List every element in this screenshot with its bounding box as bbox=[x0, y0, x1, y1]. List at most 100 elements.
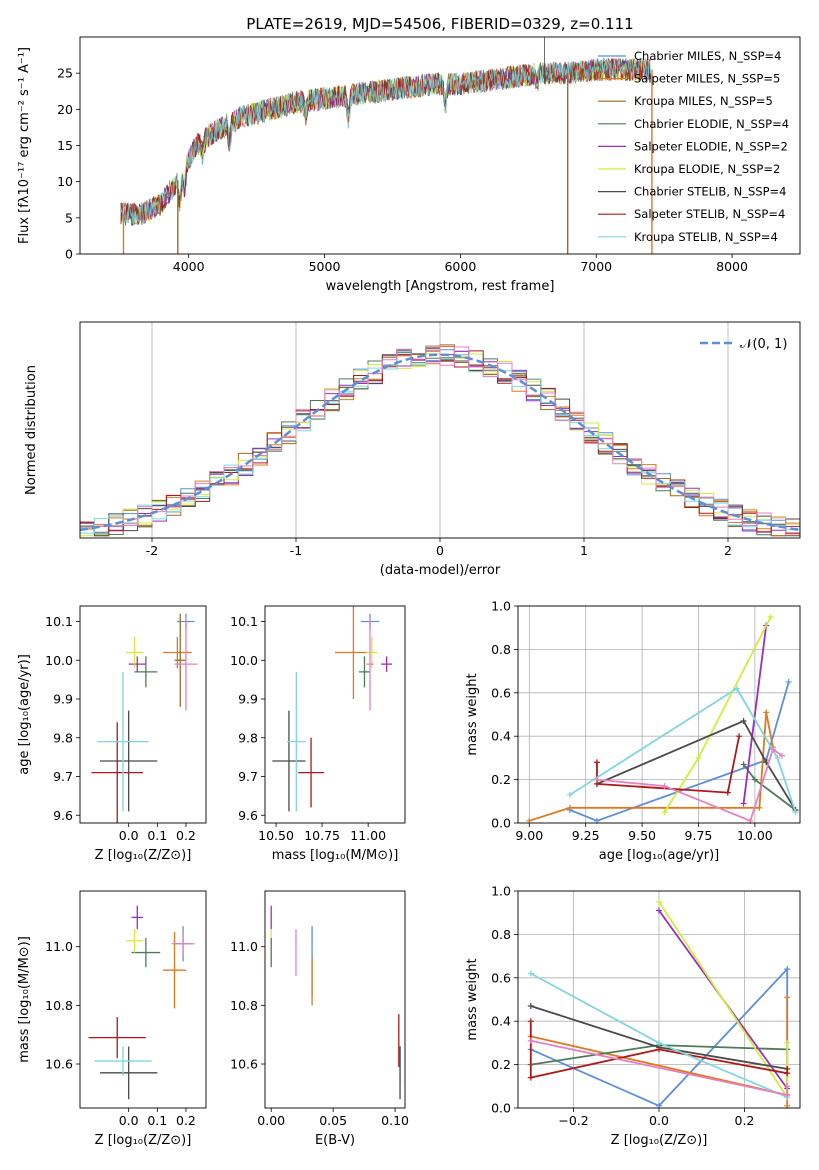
mass-weight-marker bbox=[593, 759, 600, 766]
y-tick-label: 0.6 bbox=[491, 970, 511, 985]
mass_vs_Z-panel: 0.0 0.1 0.2 10.6 10.8 11.0 Z [log₁₀(Z/Z⊙)] mass… bbox=[17, 890, 207, 1148]
y-tick-label: 0.2 bbox=[491, 772, 511, 787]
x-tick-label: 10.50 bbox=[258, 828, 294, 843]
mass-weight-line bbox=[569, 681, 790, 822]
weight_vs_Z-panel: −0.2 0.0 0.2 0.0 0.2 0.4 0.6 0.8 1.0 Z [log₁₀(Z/Z… bbox=[465, 884, 801, 1148]
errorbar-point bbox=[125, 637, 143, 668]
mass-weight-marker bbox=[785, 678, 792, 685]
axes-frame bbox=[79, 890, 207, 1109]
y-tick-label: 10.6 bbox=[45, 1057, 73, 1072]
errorbar-point bbox=[134, 656, 158, 688]
x-tick-label: 8000 bbox=[716, 259, 748, 274]
mass-weight-marker bbox=[792, 809, 799, 816]
x-tick-label: 0 bbox=[436, 543, 444, 558]
y-tick-label: 10.6 bbox=[230, 1057, 258, 1072]
mass-weight-marker bbox=[751, 776, 758, 783]
age_vs_Z-panel: 0.0 0.1 0.2 9.6 9.7 9.8 9.9 10.0 10.1 Z [log₁₀(Z/… bbox=[17, 605, 207, 863]
y-tick-label: 10.1 bbox=[230, 614, 258, 629]
x-tick-label: 9.50 bbox=[628, 828, 656, 843]
mass-weight-line bbox=[596, 736, 740, 794]
y-tick-label: 9.9 bbox=[238, 692, 258, 707]
spectrum-panel: 4000 5000 6000 7000 8000 0 5 10 15 20 25 wavelength… bbox=[17, 36, 801, 294]
x-tick-label: 0.10 bbox=[381, 1113, 409, 1128]
mass-weight-marker bbox=[656, 907, 662, 914]
mass-weight-marker bbox=[527, 970, 534, 977]
errorbar-point bbox=[366, 637, 378, 668]
y-tick-label: 0.8 bbox=[491, 927, 511, 942]
mass_vs_ebv-panel: 0.00 0.05 0.10 10.6 10.8 11.0 E(B-V) bbox=[230, 890, 409, 1148]
y-tick-label: 0.4 bbox=[491, 729, 511, 744]
y-axis-label: mass weight bbox=[465, 673, 480, 755]
legend-label: Chabrier ELODIE, N_SSP=4 bbox=[634, 117, 789, 131]
x-tick-label: 0.2 bbox=[735, 1113, 755, 1128]
mass-weight-marker bbox=[778, 752, 785, 759]
x-tick-label: 0.0 bbox=[119, 1113, 139, 1128]
errorbar-point bbox=[131, 905, 143, 930]
mass-weight-marker bbox=[784, 994, 791, 1001]
axes-frame bbox=[79, 321, 801, 539]
residuals-panel: -2 -1 0 1 2 (data-model)/error Normed distribu… bbox=[24, 321, 801, 578]
x-tick-label: 0.0 bbox=[649, 1113, 669, 1128]
errorbar-point bbox=[100, 710, 158, 812]
y-tick-label: 10.1 bbox=[45, 614, 73, 629]
mass-weight-line bbox=[742, 625, 768, 804]
mass-weight-marker bbox=[740, 718, 747, 725]
y-tick-label: 1.0 bbox=[491, 884, 511, 899]
y-tick-label: 10.8 bbox=[230, 998, 258, 1013]
x-axis-label: wavelength [Angstrom, rest frame] bbox=[326, 279, 555, 294]
x-tick-label: 7000 bbox=[580, 259, 612, 274]
mass-weight-marker bbox=[593, 776, 600, 783]
mass-weight-marker bbox=[763, 709, 770, 716]
legend-label: Salpeter ELODIE, N_SSP=2 bbox=[634, 139, 788, 153]
y-tick-label: 0 bbox=[65, 247, 73, 262]
mass-weight-marker bbox=[767, 613, 774, 620]
residual-histogram bbox=[80, 345, 800, 537]
mass-weight-marker bbox=[769, 746, 776, 753]
mass-weight-marker bbox=[656, 898, 662, 905]
x-tick-label: 4000 bbox=[173, 259, 205, 274]
errorbar-point bbox=[174, 617, 198, 711]
errorbar-point bbox=[381, 656, 393, 672]
y-axis-label: Flux [fλ10⁻¹⁷ erg cm⁻² s⁻¹ A⁻¹] bbox=[17, 47, 32, 244]
y-tick-label: 0.2 bbox=[491, 1057, 511, 1072]
spectrum-series-line bbox=[120, 57, 651, 225]
x-axis-label: Z [log₁₀(Z/Z⊙)] bbox=[95, 1133, 192, 1148]
mass-weight-marker bbox=[527, 1074, 534, 1081]
legend-label: Salpeter MILES, N_SSP=5 bbox=[634, 72, 780, 86]
mass-weight-marker bbox=[661, 809, 668, 816]
mass-weight-marker bbox=[695, 754, 702, 761]
axes-frame bbox=[517, 890, 801, 1109]
y-tick-label: 9.6 bbox=[53, 808, 73, 823]
mass-weight-marker bbox=[724, 789, 731, 796]
x-tick-label: 6000 bbox=[444, 259, 476, 274]
mass-weight-marker bbox=[784, 1091, 791, 1098]
x-tick-label: −0.2 bbox=[558, 1113, 588, 1128]
y-tick-label: 5 bbox=[65, 210, 73, 225]
mass-weight-marker bbox=[784, 1039, 791, 1046]
errorbar-point bbox=[298, 737, 324, 808]
y-tick-label: 10 bbox=[57, 174, 73, 189]
axes-frame bbox=[517, 605, 801, 824]
y-tick-label: 15 bbox=[57, 138, 73, 153]
errorbar-point bbox=[366, 617, 374, 711]
x-tick-label: 11.00 bbox=[350, 828, 386, 843]
errorbar-point bbox=[335, 606, 372, 699]
errorbar-point bbox=[163, 637, 192, 668]
y-axis-label: mass weight bbox=[465, 958, 480, 1040]
age_vs_mass-panel: 10.50 10.75 11.00 9.6 9.7 9.8 9.9 10.0 10.1 mass … bbox=[230, 605, 406, 863]
axes-frame bbox=[264, 890, 406, 1109]
errorbar-point bbox=[94, 1046, 152, 1076]
y-tick-label: 10.0 bbox=[230, 653, 258, 668]
legend-label: 𝒩(0, 1) bbox=[740, 337, 787, 352]
weight_vs_age-panel: 9.00 9.25 9.50 9.75 10.00 0.0 0.2 0.4 0.6 0.8 1.0 a… bbox=[465, 599, 801, 863]
spectrum-series-line bbox=[120, 58, 651, 226]
legend-label: Chabrier STELIB, N_SSP=4 bbox=[634, 185, 786, 199]
y-tick-label: 9.9 bbox=[53, 692, 73, 707]
x-axis-label: (data-model)/error bbox=[380, 563, 501, 578]
x-tick-label: 0.00 bbox=[257, 1113, 285, 1128]
y-tick-label: 10.8 bbox=[45, 998, 73, 1013]
mass-weight-line bbox=[596, 719, 797, 811]
errorbar-point bbox=[171, 932, 195, 956]
residual-histograms bbox=[80, 344, 800, 537]
